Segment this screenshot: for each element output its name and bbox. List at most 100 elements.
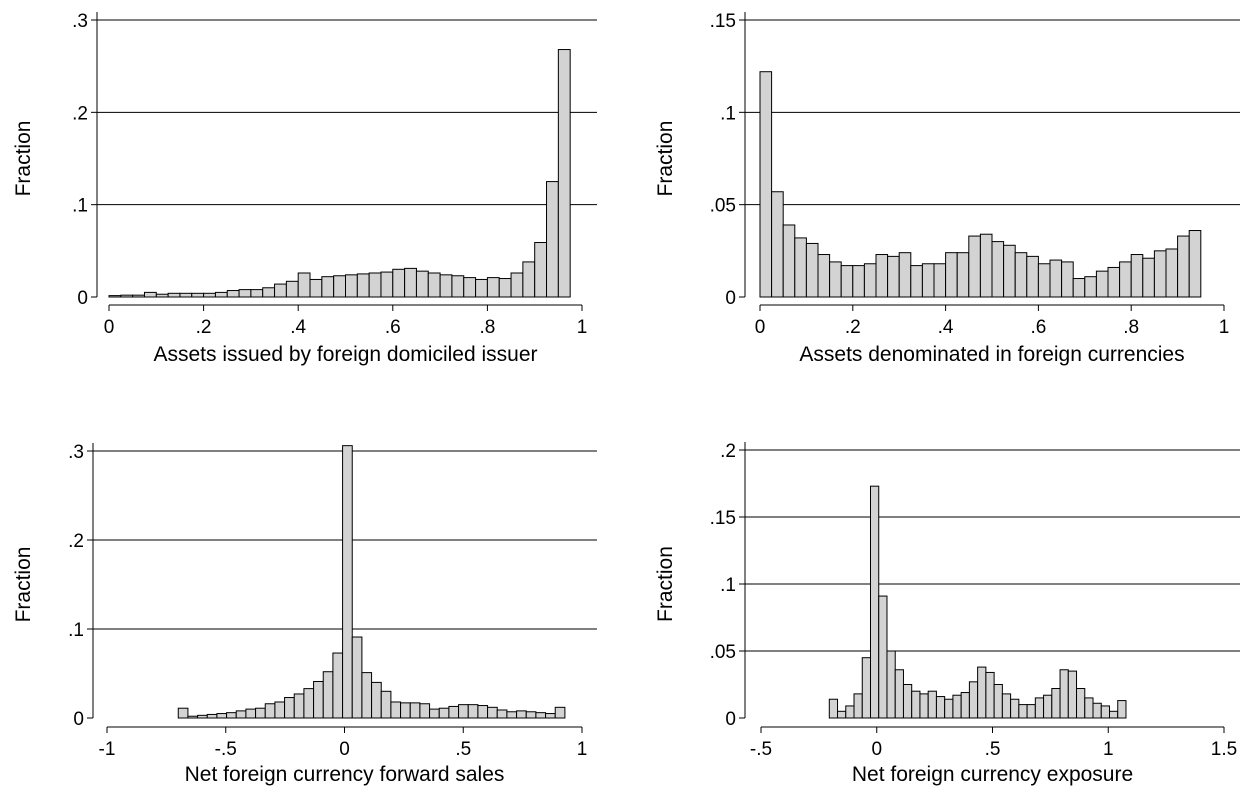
histogram-bar [911,690,921,719]
histogram-bar [886,650,896,719]
histogram-bar [506,711,518,719]
histogram-bar [991,241,1005,298]
histogram-bar [187,715,199,719]
histogram-bar [1067,670,1078,719]
histogram-bar [309,278,323,298]
y-tick-label: .3 [72,11,88,32]
histogram-bar [284,697,295,719]
histogram-bar [837,710,847,719]
histogram-bar [1059,669,1069,719]
x-tick-label: .6 [1030,317,1046,338]
histogram-bar [390,701,402,719]
histogram-bar [977,666,987,719]
histogram-bar [409,702,421,719]
histogram-bar [1119,261,1132,298]
histogram-bar [487,706,498,719]
y-tick-label: .15 [710,11,736,32]
y-tick-label: .05 [710,642,736,663]
histogram-bar [448,705,460,719]
histogram-bar [869,485,880,719]
histogram-bar [510,272,524,298]
histogram-bar [1109,710,1119,719]
histogram-bar [944,698,954,719]
histogram-bar [525,711,537,719]
histogram-bar [439,274,453,298]
histogram-bar [400,702,411,719]
histogram-bar [361,672,373,719]
y-tick-label: .2 [720,441,736,462]
histogram-bar [1026,255,1039,298]
histogram-bar [404,267,417,298]
histogram-bar [853,693,863,719]
histogram-bar [1165,248,1179,298]
histogram-bar [477,705,489,719]
y-tick-label: 0 [725,288,736,309]
histogram-bar [993,684,1003,719]
histogram-bar [759,71,773,298]
histogram-bar [179,292,193,298]
histogram-panel-3: 0 .1 .2 .3 -1 -.5 0 .5 1 Fraction Net foreign curr… [12,442,597,786]
histogram-bar [845,705,855,719]
histogram-bar [226,290,240,298]
histogram-bar [557,49,571,298]
y-tick-label: .2 [68,531,84,552]
x-tick-label: .2 [196,317,212,338]
x-tick-label: .2 [845,317,861,338]
x-tick-label: .4 [938,317,954,338]
histogram-bar [177,707,189,719]
histogram-bar [245,708,257,719]
histogram-bar [226,712,237,719]
x-tick-label: -1 [99,739,116,760]
histogram-bar [805,242,819,298]
histogram-bar [935,696,946,719]
histogram-bar [979,233,993,298]
histogram-bar [1076,688,1086,719]
histogram-bar [960,692,970,719]
histogram-bar [863,263,877,298]
histogram-bar [356,273,370,298]
histogram-bar [303,688,315,719]
histogram-bar [203,292,216,298]
histogram-bar [342,445,353,719]
histogram-bar [534,242,548,298]
histogram-bar [214,291,228,298]
histogram-bar [1142,257,1155,298]
histogram-bar [1072,278,1086,298]
x-tick-label: .5 [985,739,1001,760]
histogram-bar [919,693,929,719]
histogram-panel-1: 0 .1 .2 .3 0 .2 .4 .6 .8 1 Fraction Assets issued b… [12,11,597,366]
histogram-bar [1107,266,1121,298]
histogram-bar [1026,704,1036,719]
histogram-bar [546,181,559,298]
histogram-bar [968,235,981,298]
histogram-bar [840,265,854,298]
histogram-bar [1084,276,1097,298]
histogram-bar [985,671,995,719]
histogram-bar [467,704,479,719]
x-tick-label: 1 [577,317,588,338]
histogram-panel-2: 0 .05 .1 .15 0 .2 .4 .6 .8 1 Fraction Assets denomi… [654,11,1240,366]
histogram-bar [1130,254,1144,298]
histogram-bar [345,274,358,298]
histogram-bar [438,707,450,719]
histogram-bar [933,263,947,298]
histogram-bar [852,265,865,298]
histogram-bar [782,224,796,298]
histogram-bar [368,272,382,298]
histogram-bar [861,657,871,719]
y-axis-title: Fraction [654,546,677,622]
histogram-bar [887,255,900,298]
histogram-bar [817,254,831,298]
histogram-bar [1018,704,1028,719]
histogram-bar [155,293,169,298]
histogram-bar [419,703,431,719]
histogram-bar [235,710,247,719]
histogram-bar [516,710,527,719]
histogram-bar [1100,705,1111,719]
histogram-bar [952,694,962,719]
x-tick-label: 0 [104,317,115,338]
histogram-bar [108,295,122,298]
histogram-bar [1084,697,1094,719]
y-tick-label: .3 [68,442,84,463]
